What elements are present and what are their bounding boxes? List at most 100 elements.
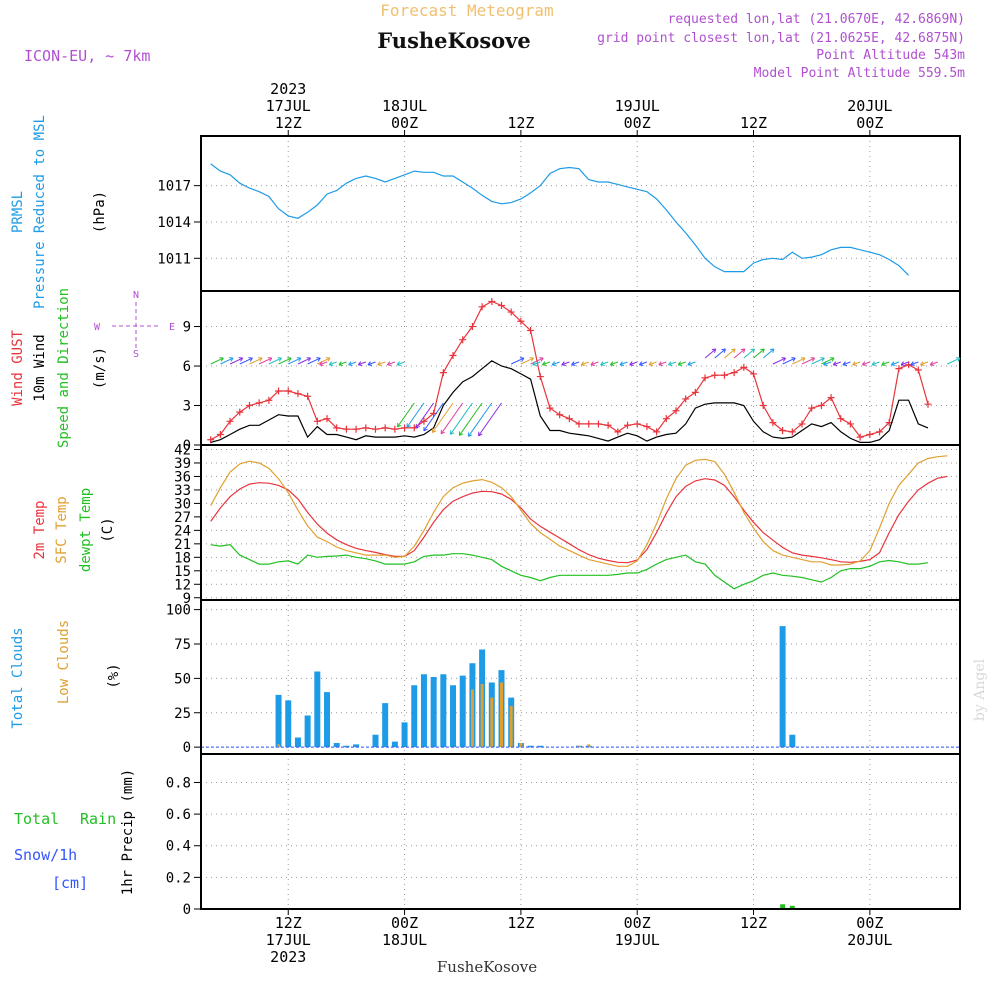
wind-arrow-head xyxy=(769,348,775,353)
model-label: ICON-EU, ~ 7km xyxy=(24,47,150,65)
wind-gust-marker xyxy=(546,404,554,412)
wind-panel: 0 3 6 9 xyxy=(183,291,961,454)
wind-arrow xyxy=(377,361,386,366)
wind-gust-marker xyxy=(914,366,922,374)
wind-arrow xyxy=(423,402,444,432)
wind-arrow xyxy=(319,361,328,366)
bottom-time-label: 12Z xyxy=(275,914,302,932)
clouds-ytick-label: 75 xyxy=(174,637,191,653)
model-point-altitude: Model Point Altitude 559.5m xyxy=(754,66,965,81)
wind-gust-marker xyxy=(226,417,234,425)
clouds-total-clouds-bar xyxy=(304,715,311,748)
top-time-label: 19JUL xyxy=(615,97,660,115)
wind-arrow xyxy=(833,361,841,366)
clouds-ytick-label: 0 xyxy=(183,740,191,756)
wind-arrow-head xyxy=(423,426,428,432)
wind-gust-marker xyxy=(614,428,622,436)
wind-arrow xyxy=(687,361,696,366)
clouds-total-clouds-bar xyxy=(372,734,379,748)
wind-arrow xyxy=(367,361,376,366)
wind-arrow-head xyxy=(338,361,343,366)
wind-gust-marker xyxy=(798,420,806,428)
point-altitude: Point Altitude 543m xyxy=(816,48,965,63)
wind-arrow xyxy=(743,348,755,359)
wind-gust-marker xyxy=(779,427,787,435)
wind-gust-marker xyxy=(575,420,583,428)
dewpoint-label: dewpt Temp xyxy=(78,488,94,572)
wind-gust-marker xyxy=(517,317,525,325)
wind-arrow xyxy=(590,361,599,366)
clouds-ytick-label: 50 xyxy=(174,671,191,687)
wind-arrow xyxy=(467,402,493,437)
wind-arrow xyxy=(920,361,929,366)
wind-arrow xyxy=(891,361,900,366)
clouds-total-clouds-bar xyxy=(450,685,457,748)
watermark: by Angel xyxy=(972,658,988,721)
wind-gust-marker xyxy=(837,415,845,423)
clouds-low-clouds-bar xyxy=(490,697,494,748)
wind-gust-marker xyxy=(323,415,331,423)
snow-label: Snow/1h xyxy=(14,846,77,864)
wind-10m-wind-line xyxy=(210,360,929,443)
wind-arrow xyxy=(842,361,851,366)
wind-arrow-head xyxy=(721,348,726,353)
temperature-ytick-label: 18 xyxy=(174,550,191,566)
wind-arrow xyxy=(852,361,861,366)
wind-arrow xyxy=(792,357,806,365)
wind-arrow-head xyxy=(296,357,302,362)
total-clouds-label: Total Clouds xyxy=(10,627,26,728)
wind-arrow-head xyxy=(458,431,464,436)
wind-ytick-label: 9 xyxy=(183,320,191,336)
wind-arrow-head xyxy=(590,361,595,366)
wind-arrow xyxy=(629,361,638,366)
wind-arrow-head xyxy=(629,361,634,366)
top-time-label: 17JUL xyxy=(266,97,311,115)
clouds-total-clouds-bar xyxy=(382,703,389,748)
wind-arrow xyxy=(900,361,909,366)
wind-arrow xyxy=(520,357,534,365)
temperature-ytick-label: 39 xyxy=(174,456,191,472)
wind-gust-marker xyxy=(304,392,312,400)
wind-arrow-head xyxy=(519,357,525,362)
wind-gust-marker xyxy=(750,370,758,378)
wind-arrow-head xyxy=(306,357,312,362)
wind-arrow-head xyxy=(823,361,828,366)
wind-arrow-head xyxy=(396,361,402,366)
temperature-frame xyxy=(200,444,961,601)
wind-gust-marker xyxy=(536,373,544,381)
wind-gust-marker xyxy=(895,365,903,373)
wind-gust-marker xyxy=(507,308,515,316)
wind-gust-marker xyxy=(401,424,409,432)
wind-10m-label: 10m Wind xyxy=(32,334,48,401)
temperature-ytick-label: 42 xyxy=(174,442,191,458)
wind-arrow xyxy=(329,361,337,366)
wind-arrow-head xyxy=(760,348,765,353)
wind-ytick-label: 0 xyxy=(183,438,191,454)
wind-arrow-head xyxy=(539,357,544,362)
pressure-panel: 1011 1014 1017 xyxy=(157,135,961,292)
wind-gust-marker xyxy=(284,387,292,395)
wind-arrow-head xyxy=(956,357,961,362)
clouds-total-clouds-bar xyxy=(275,694,282,748)
wind-arrow-head xyxy=(800,357,806,362)
wind-gust-marker xyxy=(275,387,283,395)
wind-arrow-head xyxy=(440,429,446,435)
wind-gust-marker xyxy=(255,399,263,407)
bottom-time-label: 19JUL xyxy=(615,931,660,949)
wind-arrow-head xyxy=(478,431,483,437)
wind-gust-marker xyxy=(730,369,738,377)
bottom-time-label: 12Z xyxy=(507,914,534,932)
clouds-low-clouds-bar xyxy=(587,744,591,748)
wind-arrow xyxy=(288,357,302,365)
clouds-low-clouds-bar xyxy=(577,745,581,748)
wind-arrow xyxy=(510,357,525,365)
temperature-ytick-label: 21 xyxy=(174,537,191,553)
wind-gust-marker xyxy=(672,407,680,415)
wind-arrow xyxy=(677,361,686,366)
wind-gust-marker xyxy=(459,336,467,344)
wind-arrow xyxy=(772,357,786,365)
clouds-low-clouds-bar xyxy=(519,743,523,748)
wind-arrow xyxy=(415,402,435,429)
clouds-panel: 0 25 50 75 100 xyxy=(166,599,961,756)
